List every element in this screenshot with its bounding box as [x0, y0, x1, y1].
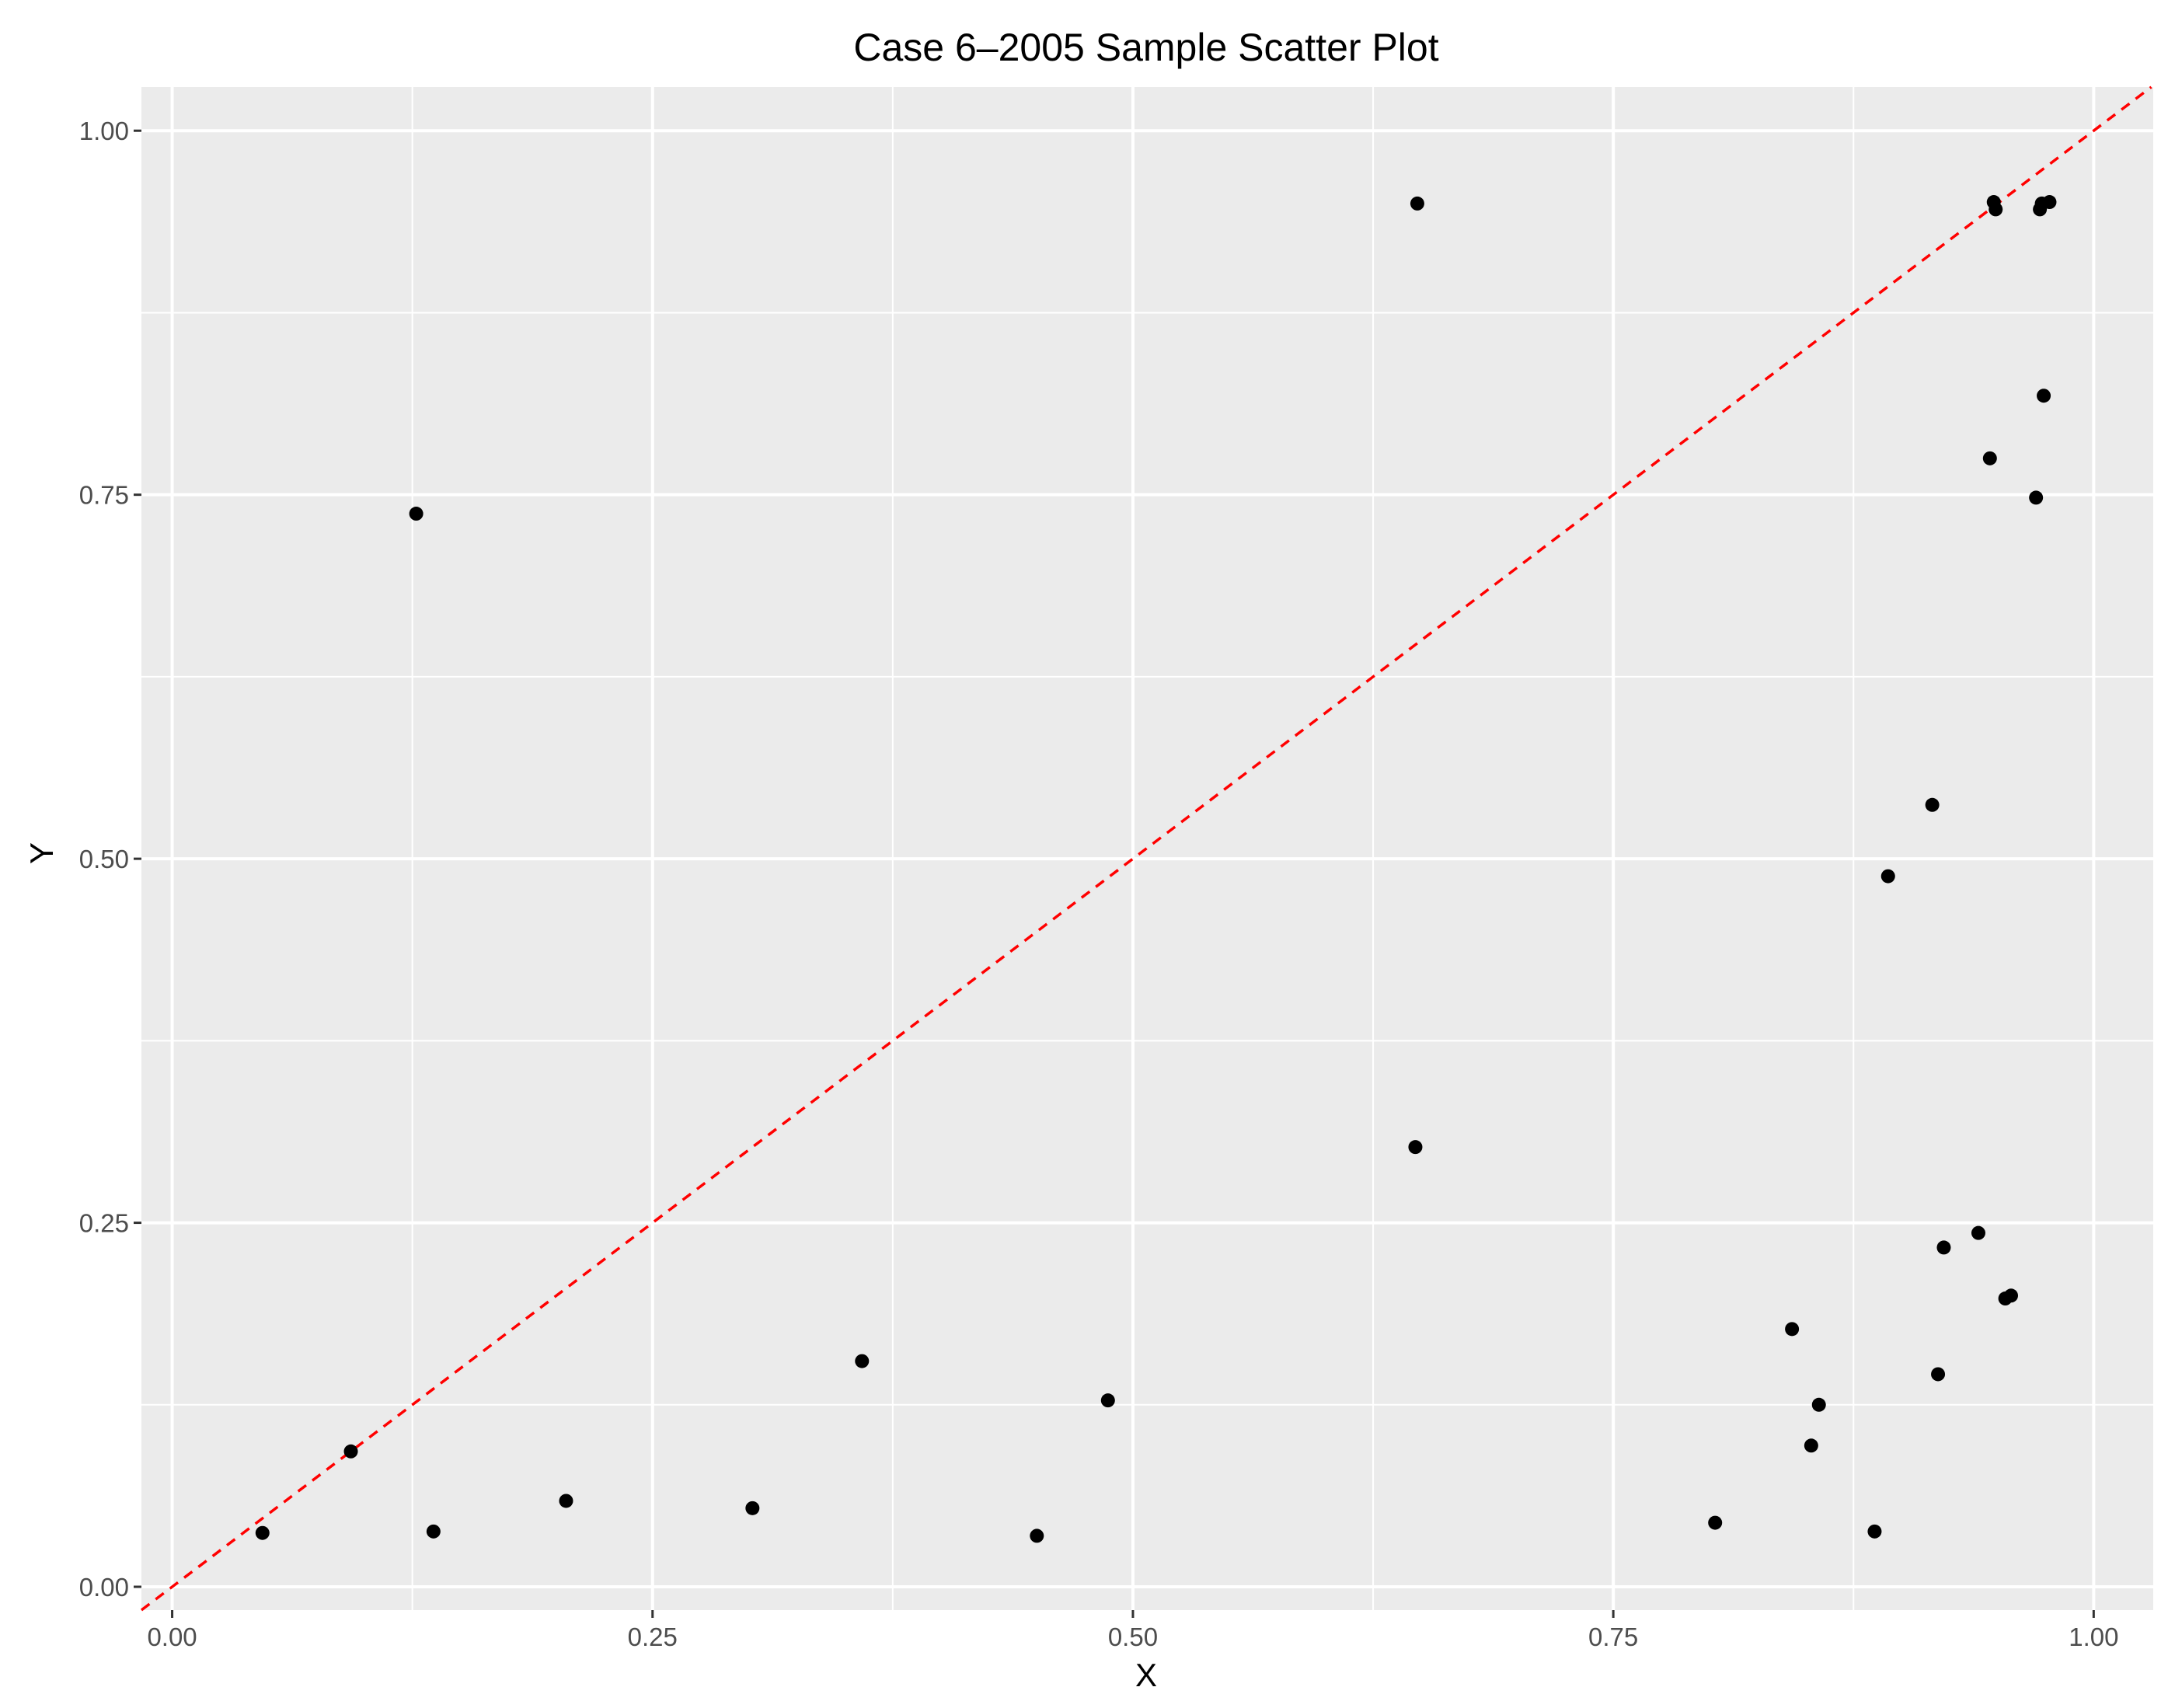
data-point [1100, 1393, 1115, 1408]
y-tick-label: 0.50 [79, 845, 129, 873]
data-points [255, 195, 2057, 1543]
y-axis: 0.00 0.25 0.50 0.75 1.00 [79, 117, 141, 1602]
y-axis-title: Y [23, 842, 60, 864]
data-point [1410, 196, 1424, 211]
data-point [745, 1501, 760, 1515]
data-point [1867, 1524, 1882, 1539]
data-point [1989, 202, 2003, 217]
chart-title: Case 6–2005 Sample Scatter Plot [853, 26, 1438, 69]
reference-line [140, 85, 2152, 1612]
data-point [1925, 797, 1940, 812]
data-point [1931, 1367, 1946, 1382]
x-tick-label: 0.50 [1108, 1623, 1158, 1651]
y-tick-label: 0.75 [79, 481, 129, 510]
data-point [1030, 1528, 1044, 1543]
data-point [1785, 1322, 1800, 1337]
data-point [1936, 1240, 1951, 1255]
data-point [1408, 1140, 1423, 1155]
x-axis-title: X [1135, 1657, 1157, 1693]
data-point [255, 1525, 270, 1540]
data-point [1982, 451, 1997, 465]
data-point [1708, 1515, 1723, 1530]
x-tick-label: 0.75 [1588, 1623, 1638, 1651]
x-tick-label: 0.00 [147, 1623, 197, 1651]
data-point [1804, 1438, 1818, 1453]
minor-gridlines [141, 87, 2153, 1610]
major-gridlines [141, 87, 2153, 1610]
x-tick-label: 0.25 [628, 1623, 678, 1651]
y-tick-label: 0.25 [79, 1209, 129, 1238]
data-point [1811, 1397, 1826, 1412]
data-point [426, 1524, 441, 1539]
data-point [2042, 195, 2057, 210]
data-point [1971, 1225, 1985, 1240]
data-point [559, 1494, 573, 1508]
x-axis: 0.00 0.25 0.50 0.75 1.00 [147, 1610, 2118, 1651]
y-tick-label: 1.00 [79, 117, 129, 145]
data-point [2037, 389, 2051, 403]
data-point [2029, 490, 2044, 505]
x-tick-label: 1.00 [2069, 1623, 2118, 1651]
data-point [855, 1354, 870, 1368]
data-point [1880, 869, 1895, 884]
data-point [409, 507, 423, 521]
y-tick-label: 0.00 [79, 1573, 129, 1602]
data-point [343, 1444, 358, 1459]
data-point [2004, 1288, 2019, 1303]
